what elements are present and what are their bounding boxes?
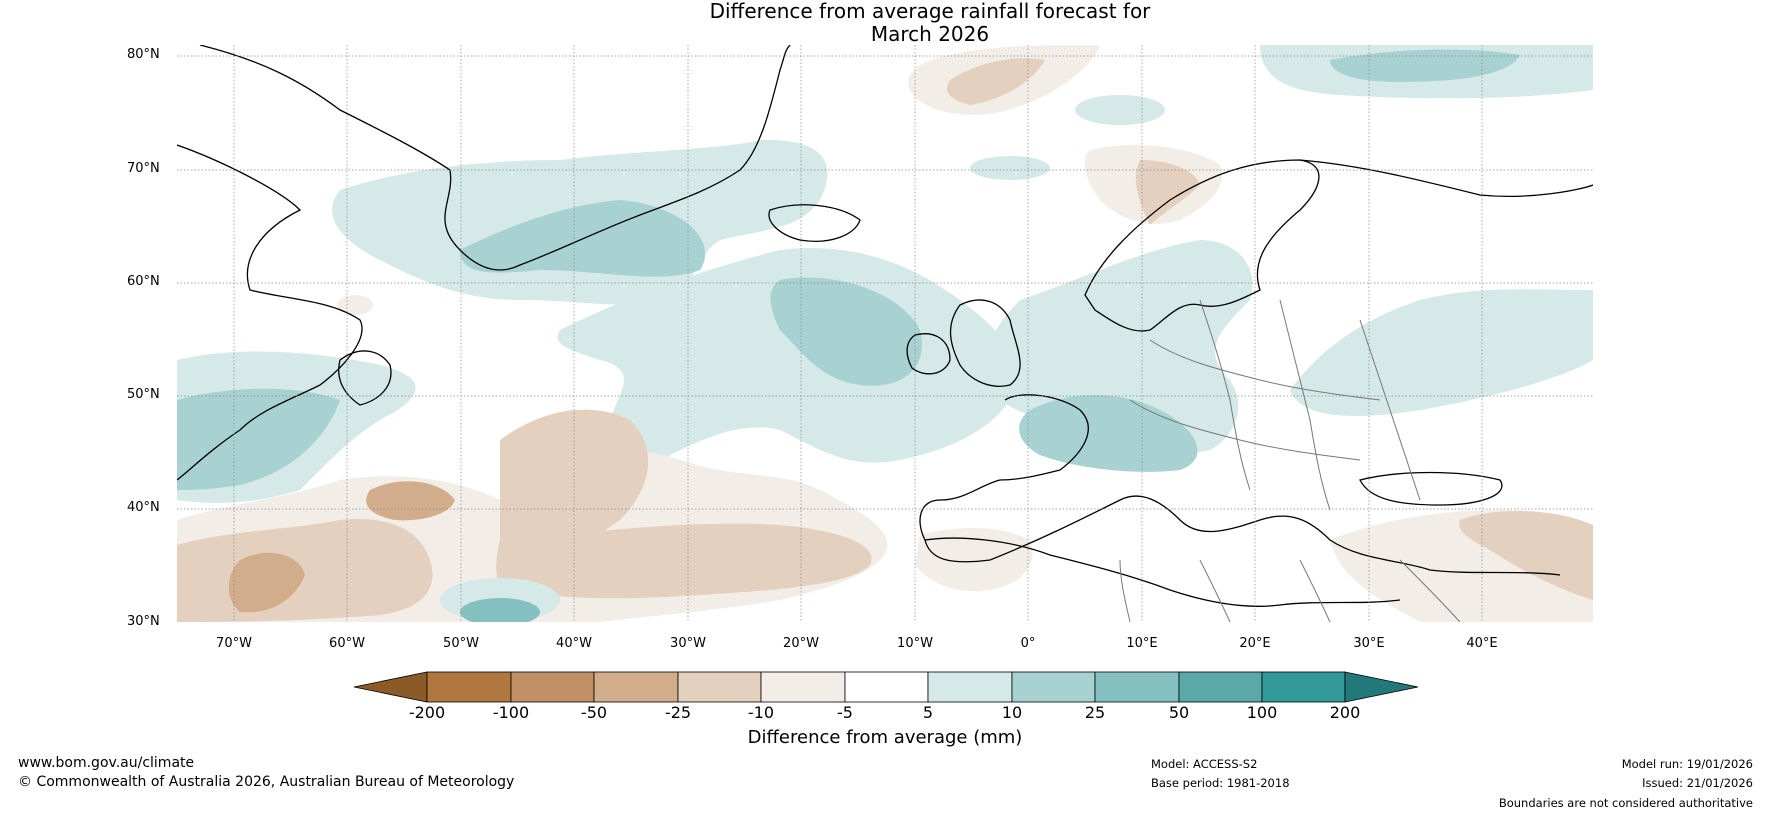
lon-label-50w: 50°W: [443, 636, 479, 651]
lon-label-20w: 20°W: [783, 636, 819, 651]
colorbar-tick: 5: [922, 703, 934, 722]
dry-region-core-3: [228, 552, 305, 613]
dry-region-middle-east: [1459, 510, 1593, 600]
lon-label-60w: 60°W: [329, 636, 365, 651]
colorbar-segment-1: [426, 671, 512, 703]
colorbar-tick: -50: [580, 703, 608, 722]
model-run-date: Model run: 19/01/2026: [1621, 757, 1753, 771]
coastline-newfoundland: [338, 350, 392, 406]
colorbar-tick: 10: [1001, 703, 1023, 722]
anomaly-field: [177, 45, 1593, 622]
lon-label-70w: 70°W: [216, 636, 252, 651]
colorbar-tick: -5: [837, 703, 853, 722]
lat-label-40: 40°N: [127, 500, 160, 515]
colorbar-arrow-left: [353, 671, 428, 703]
map-title: Difference from average rainfall forecas…: [0, 0, 1770, 46]
coastline-mediterranean: [989, 495, 1561, 576]
colorbar-segment-3: [593, 671, 679, 703]
colorbar-tick: -25: [664, 703, 692, 722]
borders: [1119, 299, 1461, 622]
colorbar-segment-2: [510, 671, 595, 703]
wet-region-east-europe: [1290, 289, 1593, 416]
title-line-2: March 2026: [870, 22, 990, 46]
colorbar-arrow-right: [1344, 671, 1419, 703]
wet-region-atlantic-core: [770, 277, 922, 386]
lat-label-30: 30°N: [127, 614, 160, 629]
dry-region-arctic-core: [946, 58, 1045, 105]
dry-region-north-africa: [915, 528, 1033, 592]
base-period: Base period: 1981-2018: [1151, 776, 1290, 790]
colorbar-segment-8: [1011, 671, 1096, 703]
wet-region-europe: [980, 240, 1253, 454]
colorbar-segment-9: [1094, 671, 1180, 703]
colorbar-tick: 50: [1168, 703, 1190, 722]
title-line-1: Difference from average rainfall forecas…: [709, 0, 1151, 23]
colorbar-segment-4: [677, 671, 762, 703]
colorbar-tick: 25: [1084, 703, 1106, 722]
colorbar-tick: 100: [1246, 703, 1278, 722]
coastline-black-sea: [1359, 471, 1503, 506]
colorbar-tick: -10: [747, 703, 775, 722]
colorbar-segment-10: [1178, 671, 1263, 703]
copyright-text: © Commonwealth of Australia 2026, Austra…: [18, 774, 515, 790]
dry-region-mid-atlantic-2: [520, 523, 872, 599]
wet-region-canada-core: [177, 388, 340, 490]
colorbar-segment-7: [927, 671, 1013, 703]
coastline-scandinavia: [1084, 159, 1320, 332]
coastline-greenland: [199, 45, 791, 271]
issued-date: Issued: 21/01/2026: [1642, 776, 1753, 790]
lon-label-10w: 10°W: [897, 636, 933, 651]
colorbar: [353, 671, 1419, 703]
lon-label-0: 0°: [1020, 636, 1036, 651]
dry-blob-1: [337, 295, 373, 315]
coastlines: [177, 45, 1593, 607]
colorbar-segment-11: [1261, 671, 1346, 703]
lon-label-30w: 30°W: [670, 636, 706, 651]
wet-region-atlantic: [557, 248, 1017, 463]
website-link[interactable]: www.bom.gov.au/climate: [18, 755, 195, 771]
wet-region-arctic-core: [1330, 49, 1520, 82]
model-name: Model: ACCESS-S2: [1151, 757, 1258, 771]
colorbar-segment-6: [844, 671, 929, 703]
lon-label-20e: 20°E: [1239, 636, 1271, 651]
lat-label-80: 80°N: [127, 47, 160, 62]
boundaries-disclaimer: Boundaries are not considered authoritat…: [1498, 796, 1753, 810]
lon-label-30e: 30°E: [1353, 636, 1385, 651]
gridlines: [177, 45, 1593, 622]
lon-label-40e: 40°E: [1466, 636, 1498, 651]
coastline-kola: [1299, 159, 1593, 198]
dry-region-norway-core: [1135, 160, 1200, 225]
lat-label-60: 60°N: [127, 274, 160, 289]
lat-label-70: 70°N: [127, 161, 160, 176]
lat-label-50: 50°N: [127, 387, 160, 402]
wet-blob-3-core: [460, 598, 540, 622]
wet-blob-2: [970, 156, 1050, 180]
lon-label-40w: 40°W: [556, 636, 592, 651]
coastline-canada: [177, 144, 363, 481]
dry-region-core-2: [366, 481, 455, 521]
coastline-north-africa: [924, 537, 1401, 607]
wet-blob-1: [1075, 95, 1165, 125]
lon-label-10e: 10°E: [1126, 636, 1158, 651]
coastline-ireland: [906, 333, 951, 375]
colorbar-label: Difference from average (mm): [747, 727, 1023, 748]
colorbar-tick: -200: [408, 703, 446, 722]
wet-region-alps-core: [1019, 395, 1198, 472]
coastline-iceland: [768, 204, 861, 242]
colorbar-segment-5: [760, 671, 846, 703]
coastline-uk: [949, 299, 1021, 387]
colorbar-tick: 200: [1329, 703, 1361, 722]
colorbar-tick: -100: [492, 703, 530, 722]
